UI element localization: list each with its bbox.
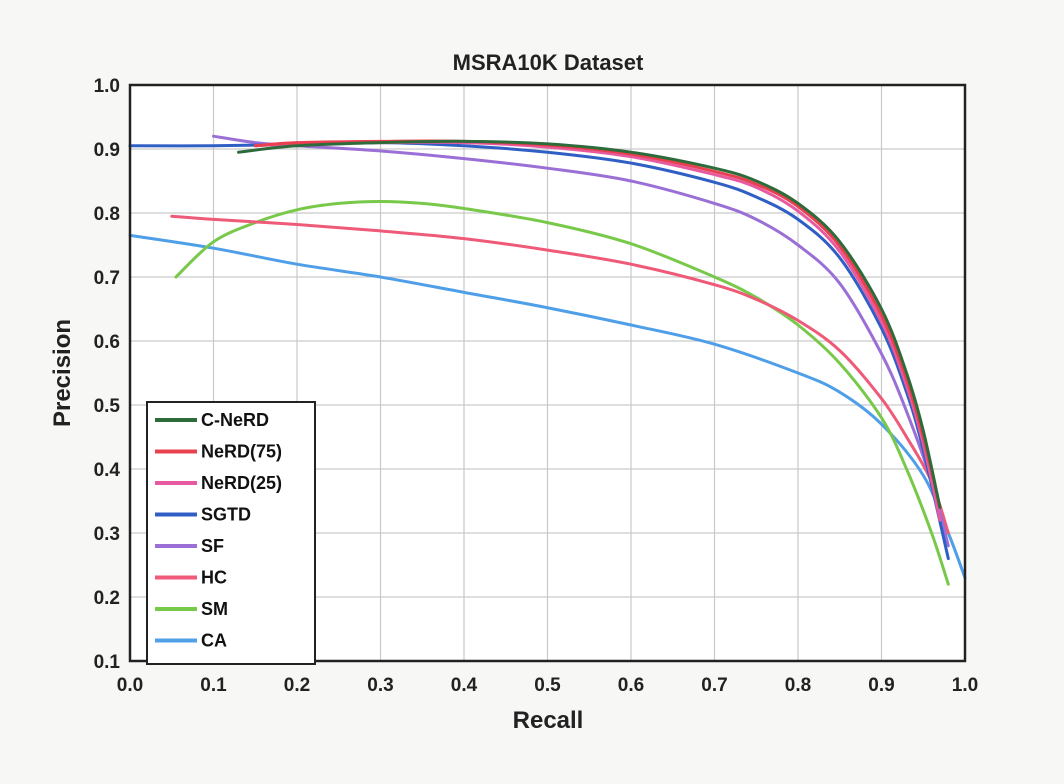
legend-label-nerd-75: NeRD(75) [201, 442, 282, 462]
series-line-ca [128, 233, 967, 580]
y-tick-label: 0.9 [94, 140, 120, 161]
x-tick-label: 0.2 [284, 675, 310, 696]
y-tick-label: 0.8 [94, 204, 120, 225]
legend-label-sf: SF [201, 536, 224, 556]
x-tick-label: 0.4 [451, 675, 478, 696]
x-tick-label: 0.3 [367, 675, 393, 696]
tick-labels: 0.0 0.1 0.2 0.3 0.4 0.5 0.6 0.7 0.8 0.9 1.00.10.20… [94, 76, 979, 696]
series-line-sm [174, 199, 950, 586]
legend-label-sgtd: SGTD [201, 505, 251, 525]
y-tick-label: 0.7 [94, 268, 120, 289]
x-tick-label: 0.1 [200, 675, 227, 696]
x-tick-label: 0.9 [868, 675, 894, 696]
y-tick-label: 0.6 [94, 332, 120, 353]
x-tick-label: 0.5 [534, 675, 561, 696]
series-line-c-nerd [237, 139, 942, 509]
y-tick-label: 0.4 [94, 460, 121, 481]
y-tick-label: 0.3 [94, 524, 120, 545]
x-tick-label: 0.8 [785, 675, 811, 696]
chart-title: MSRA10K Dataset [453, 50, 644, 75]
y-tick-label: 1.0 [94, 76, 120, 97]
x-tick-label: 0.6 [618, 675, 644, 696]
legend-label-sm: SM [201, 599, 228, 619]
legend-box [146, 401, 316, 665]
y-tick-label: 0.5 [94, 396, 121, 417]
series-line-sf [212, 134, 950, 548]
legend: C-NeRD NeRD(75) NeRD(25) SGTD SF HC SM CA [146, 401, 316, 665]
legend-label-nerd-25: NeRD(25) [201, 473, 282, 493]
legend-label-ca: CA [201, 631, 227, 651]
y-tick-label: 0.1 [94, 652, 121, 673]
x-axis-label: Recall [513, 707, 584, 734]
x-tick-label: 0.7 [701, 675, 727, 696]
legend-label-hc: HC [201, 568, 227, 588]
x-tick-label: 0.0 [117, 675, 143, 696]
series-line-hc [170, 214, 950, 535]
x-tick-label: 1.0 [952, 675, 978, 696]
series-lines [128, 134, 967, 586]
y-tick-label: 0.2 [94, 588, 120, 609]
plot-border [128, 83, 967, 663]
legend-label-c-nerd: C-NeRD [201, 410, 269, 430]
y-axis-label: Precision [49, 319, 76, 427]
